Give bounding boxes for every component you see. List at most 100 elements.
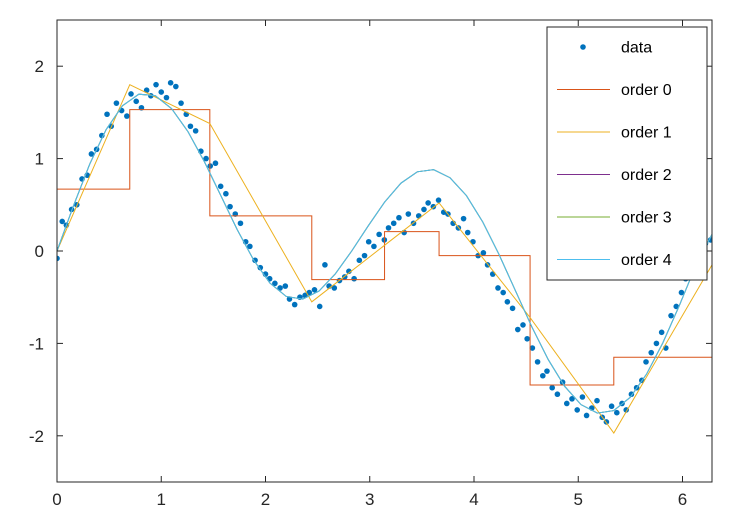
- data-point: [643, 359, 649, 365]
- data-point: [435, 197, 442, 203]
- x-tick-label: 0: [52, 490, 61, 509]
- legend-label: data: [621, 40, 652, 57]
- data-point: [385, 225, 392, 231]
- data-point: [668, 312, 674, 319]
- data-point: [124, 113, 130, 119]
- data-point: [59, 218, 66, 225]
- data-point: [376, 231, 382, 238]
- data-point: [480, 250, 487, 256]
- data-point: [563, 400, 570, 407]
- data-point: [88, 151, 95, 157]
- y-axis: -2 -1 0 1 2: [29, 57, 712, 446]
- data-point: [583, 412, 590, 419]
- data-point: [504, 299, 511, 305]
- series-order-1: [57, 84, 712, 434]
- data-point: [361, 252, 368, 259]
- y-tick-label: -2: [29, 427, 44, 446]
- x-tick-label: 4: [469, 490, 478, 509]
- x-tick-label: 2: [261, 490, 270, 509]
- data-point: [346, 268, 352, 275]
- data-point: [227, 203, 233, 210]
- legend-entry-order-4: order 4: [557, 252, 672, 269]
- data-point: [178, 100, 184, 106]
- data-point: [489, 271, 496, 277]
- data-point: [104, 111, 110, 118]
- legend-entry-order-1: order 1: [557, 125, 672, 142]
- data-point: [277, 285, 283, 291]
- data-point: [158, 89, 165, 95]
- legend-label: order 0: [621, 82, 672, 99]
- line-order-0: [57, 109, 712, 386]
- x-axis: 0 1 2 3 4 5 6: [52, 20, 687, 509]
- data-point: [223, 190, 229, 197]
- data-point: [678, 289, 685, 296]
- data-point: [217, 183, 224, 190]
- data-point: [425, 200, 431, 206]
- y-tick-label: 1: [35, 150, 44, 169]
- line-order-4: [57, 93, 712, 414]
- legend-label: order 1: [621, 125, 672, 142]
- data-point: [524, 335, 530, 342]
- data-point: [520, 322, 526, 328]
- x-tick-label: 6: [678, 490, 687, 509]
- data-point: [534, 359, 541, 365]
- legend-label: order 4: [621, 252, 672, 269]
- data-point: [173, 83, 179, 90]
- data-point: [351, 275, 357, 282]
- data-point: [614, 409, 620, 416]
- data-point: [608, 403, 615, 410]
- data-point: [247, 243, 253, 250]
- legend-entry-order-3: order 3: [557, 210, 672, 227]
- data-point: [113, 100, 120, 106]
- data-point: [574, 407, 581, 413]
- data-point: [331, 285, 338, 291]
- data-point: [306, 289, 313, 296]
- data-point: [421, 206, 427, 213]
- series-order-4: [57, 93, 712, 414]
- data-point: [57, 255, 60, 262]
- data-point: [549, 384, 555, 391]
- data-point: [128, 91, 134, 97]
- data-point: [554, 391, 561, 398]
- data-point: [192, 128, 199, 134]
- data-point: [648, 349, 655, 356]
- data-point: [390, 220, 397, 227]
- y-tick-label: 2: [35, 57, 44, 76]
- data-point: [529, 345, 536, 351]
- data-point: [272, 280, 278, 287]
- y-tick-label: 0: [35, 242, 44, 261]
- data-point: [405, 211, 412, 217]
- data-point: [594, 397, 600, 404]
- data-point: [316, 303, 323, 310]
- line-order-1: [57, 84, 712, 434]
- legend: data order 0 order 1 order 2 order 3 order 4: [546, 26, 708, 281]
- data-point: [143, 87, 150, 94]
- data-point: [569, 396, 575, 402]
- y-tick-label: -1: [29, 334, 44, 353]
- series-layer: [57, 80, 712, 434]
- data-point: [460, 215, 467, 222]
- data-point: [579, 394, 586, 400]
- legend-label: order 3: [621, 210, 672, 227]
- data-point: [356, 257, 363, 264]
- series-order-0: [57, 109, 712, 386]
- x-tick-label: 5: [574, 490, 583, 509]
- data-point: [514, 326, 521, 333]
- legend-marker: [580, 44, 586, 50]
- data-point: [322, 262, 328, 268]
- x-tick-label: 3: [365, 490, 374, 509]
- legend-entry-order-2: order 2: [557, 167, 672, 184]
- data-point: [99, 132, 105, 139]
- data-point: [311, 287, 318, 293]
- legend-entry-data: data: [580, 40, 652, 57]
- data-point: [653, 340, 660, 347]
- data-point: [540, 372, 546, 379]
- data-point: [133, 98, 140, 105]
- data-point: [658, 329, 665, 336]
- data-point: [291, 301, 298, 308]
- data-point: [396, 214, 402, 221]
- data-point: [153, 81, 159, 88]
- data-point: [673, 303, 680, 310]
- data-point: [203, 155, 209, 162]
